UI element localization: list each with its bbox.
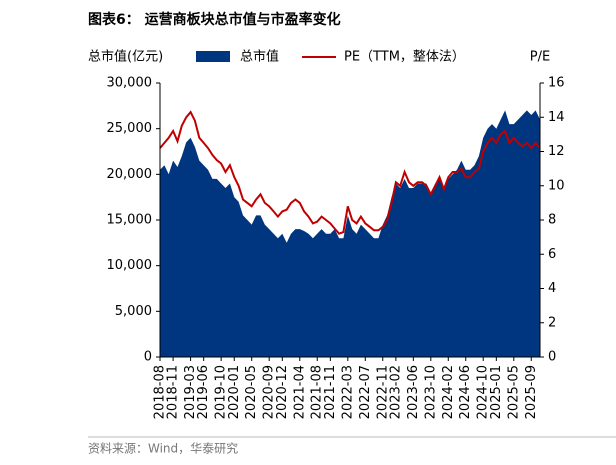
x-tick-label: 2020-09 [262, 365, 277, 419]
line [159, 110, 541, 235]
y-axis-label: 总市值(亿元) [88, 49, 163, 65]
x-tick-label: 2021-11 [323, 365, 338, 419]
x-tick-label: 2019-10 [214, 365, 229, 419]
source: 资料来源：Wind，华泰研究 [88, 441, 238, 456]
y-tick-label: 20,000 [107, 167, 153, 182]
y-tick-label: 15,000 [107, 213, 153, 228]
x-tick-label: 2021-08 [310, 365, 325, 419]
x-tick-label: 2020-12 [275, 365, 290, 419]
y2-tick-label: 14 [548, 110, 565, 125]
y2-tick-label: 6 [548, 247, 556, 262]
x-tick-label: 2022-11 [375, 365, 390, 419]
area [160, 110, 540, 358]
x-tick-label: 2021-04 [292, 365, 307, 419]
y-tick-label: 5,000 [115, 304, 152, 319]
y-tick-label: 30,000 [107, 76, 153, 91]
y2-tick-label: 12 [548, 144, 565, 159]
y-tick-label: 10,000 [107, 258, 153, 273]
x-tick-label: 2018-08 [153, 365, 168, 419]
legend-swatch [196, 51, 230, 62]
y2-tick-label: 10 [548, 178, 565, 193]
x-tick-label: 2025-01 [489, 365, 504, 419]
x-tick-label: 2022-07 [358, 365, 373, 419]
legend-label: PE（TTM，整体法） [344, 50, 465, 65]
x-tick-label: 2023-10 [423, 365, 438, 419]
x-tick-label: 2020-05 [244, 365, 259, 419]
legend-label: 总市值 [240, 49, 279, 65]
y2-tick-label: 2 [548, 315, 556, 330]
x-tick-label: 2025-09 [524, 365, 539, 419]
x-tick-label: 2024-10 [476, 365, 491, 419]
x-tick-label: 2022-03 [340, 365, 355, 419]
y2-tick-label: 0 [548, 350, 556, 365]
y2-tick-label: 8 [548, 213, 556, 228]
y2-axis-label: P/E [530, 50, 550, 65]
x-tick-label: 2023-02 [388, 365, 403, 419]
x-tick-label: 2024-06 [458, 365, 473, 419]
y2-tick-label: 16 [548, 76, 565, 91]
x-tick-label: 2025-05 [506, 365, 521, 419]
x-tick-label: 2023-06 [406, 365, 421, 419]
y2-tick-label: 4 [548, 281, 556, 296]
x-tick-label: 2018-11 [166, 365, 181, 419]
x-tick-label: 2024-02 [441, 365, 456, 419]
x-tick-label: 2019-03 [183, 365, 198, 419]
x-tick-label: 2020-01 [227, 365, 242, 419]
chart-title: 图表6： 运营商板块总市值与市盈率变化 [88, 11, 341, 28]
y-tick-label: 0 [144, 350, 152, 365]
y-tick-label: 25,000 [107, 121, 153, 136]
x-tick-label: 2019-06 [196, 365, 211, 419]
